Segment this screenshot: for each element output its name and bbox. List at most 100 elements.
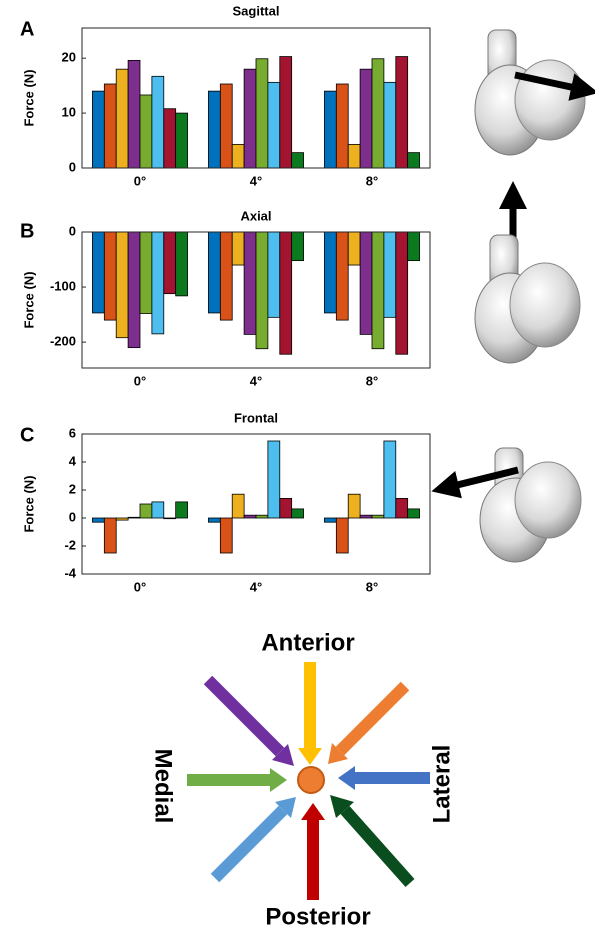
bar	[208, 90, 221, 169]
bar	[127, 59, 141, 169]
bar	[324, 90, 337, 169]
bar	[279, 56, 293, 169]
bar	[347, 143, 361, 169]
plot-frame	[81, 27, 431, 169]
bar	[407, 508, 420, 519]
bar	[371, 514, 385, 519]
bar	[335, 231, 349, 321]
direction-label: Anterior	[261, 629, 354, 656]
y-tick-label: 6	[69, 425, 76, 440]
bar	[291, 152, 304, 169]
bar	[255, 58, 269, 169]
x-tick-label: 4°	[250, 173, 262, 188]
bar	[231, 231, 245, 266]
pelvis-illustration	[474, 29, 595, 156]
bar	[279, 231, 293, 355]
bar	[347, 231, 361, 266]
x-tick-label: 4°	[250, 373, 262, 388]
bar	[92, 231, 105, 314]
bar	[127, 516, 141, 519]
bar	[175, 501, 188, 519]
x-tick-label: 0°	[134, 373, 146, 388]
bar	[139, 94, 153, 169]
bar	[395, 56, 409, 169]
bar	[243, 514, 257, 519]
y-tick-label: 4	[69, 453, 77, 468]
chart-title: Axial	[240, 208, 271, 223]
y-tick-label: 0	[69, 509, 76, 524]
y-tick-label: -200	[50, 334, 76, 349]
direction-label: Medial	[150, 749, 177, 824]
y-axis-label: Force (N)	[21, 271, 36, 328]
y-tick-label: -4	[64, 565, 76, 580]
bar	[324, 231, 337, 314]
bar	[383, 81, 397, 169]
bar	[163, 108, 177, 169]
bar	[151, 231, 165, 335]
bar	[175, 112, 188, 169]
bar	[267, 440, 281, 519]
bar	[219, 231, 233, 321]
x-tick-label: 8°	[366, 579, 378, 594]
bar	[103, 83, 117, 169]
bar	[371, 58, 385, 169]
bar	[219, 83, 233, 169]
panel-label: C	[20, 424, 34, 446]
y-tick-label: 0	[69, 159, 76, 174]
bar	[291, 508, 304, 519]
bar	[163, 517, 177, 520]
plot-frame	[81, 433, 431, 575]
chart-title: Sagittal	[233, 3, 280, 18]
bar	[395, 497, 409, 519]
y-tick-label: 0	[69, 223, 76, 238]
bar	[267, 81, 281, 169]
bar	[267, 231, 281, 318]
bar	[92, 90, 105, 169]
bar	[127, 231, 141, 349]
bar	[151, 501, 165, 519]
bar	[115, 231, 129, 339]
direction-label: Posterior	[265, 903, 370, 930]
y-tick-label: 20	[62, 50, 76, 65]
bar	[151, 75, 165, 169]
bar	[208, 231, 221, 314]
bar	[395, 231, 409, 355]
y-tick-label: 2	[69, 481, 76, 496]
bar	[103, 517, 117, 554]
panel-label: A	[20, 18, 34, 40]
bar	[324, 517, 337, 523]
x-tick-label: 8°	[366, 173, 378, 188]
bar	[335, 83, 349, 169]
bar	[279, 497, 293, 519]
bar	[383, 231, 397, 318]
bar	[92, 517, 105, 523]
pelvis-illustration	[431, 447, 582, 563]
bar	[231, 143, 245, 169]
bar	[371, 231, 385, 350]
bar	[255, 514, 269, 519]
bar	[407, 152, 420, 169]
bar	[291, 231, 304, 262]
y-axis-label: Force (N)	[21, 69, 36, 126]
bar	[208, 517, 221, 523]
x-tick-label: 0°	[134, 579, 146, 594]
y-tick-label: -100	[50, 278, 76, 293]
bar	[139, 503, 153, 519]
bar	[255, 231, 269, 350]
y-tick-label: -2	[64, 537, 76, 552]
bar	[383, 440, 397, 519]
bar	[347, 493, 361, 519]
chart-title: Frontal	[234, 410, 278, 425]
bar	[163, 231, 177, 295]
bar	[115, 517, 129, 521]
bar	[359, 231, 373, 335]
y-tick-label: 10	[62, 105, 76, 120]
bar	[115, 68, 129, 169]
bar	[219, 517, 233, 554]
x-tick-label: 4°	[250, 579, 262, 594]
direction-label: Lateral	[428, 745, 455, 824]
bar	[359, 68, 373, 169]
plot-frame	[81, 231, 431, 369]
bar	[231, 493, 245, 519]
